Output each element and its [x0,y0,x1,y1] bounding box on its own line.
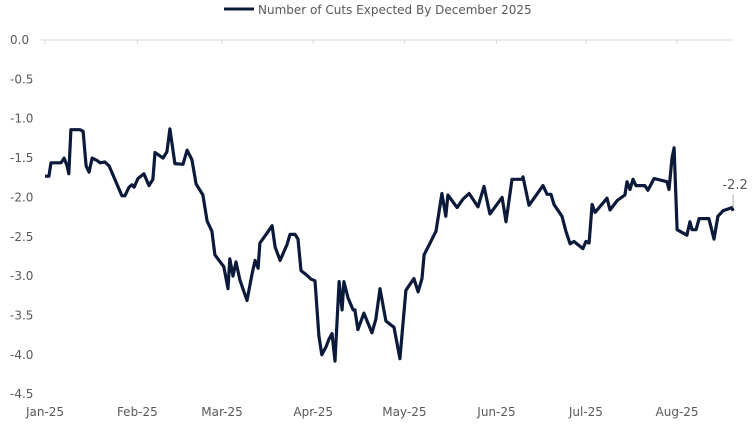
y-tick-label: -4.0 [10,348,33,362]
x-tick-label: Jul-25 [568,405,603,419]
x-tick-label: Jan-25 [25,405,64,419]
legend-label: Number of Cuts Expected By December 2025 [258,3,532,17]
y-tick-label: -0.5 [10,72,33,86]
y-tick-label: -1.0 [10,112,33,126]
y-tick-label: 0.0 [10,33,29,47]
x-tick-label: May-25 [382,405,426,419]
y-tick-label: -3.0 [10,269,33,283]
legend: Number of Cuts Expected By December 2025 [224,3,532,17]
series-line [45,127,735,363]
y-tick-label: -2.5 [10,230,33,244]
x-tick-label: Mar-25 [201,405,242,419]
y-axis: 0.0 -0.5 -1.0 -1.5 -2.0 -2.5 -3.0 -3.5 -4.0 -4.5 [10,33,33,401]
y-tick-label: -2.0 [10,190,33,204]
x-tick-label: Aug-25 [656,405,699,419]
end-value-annotation: -2.2 [722,178,748,208]
x-tick-label: Feb-25 [117,405,158,419]
y-tick-label: -3.5 [10,308,33,322]
y-tick-label: -4.5 [10,387,33,401]
x-tick-label: Apr-25 [293,405,333,419]
y-tick-label: -1.5 [10,151,33,165]
annotation-label: -2.2 [722,178,747,193]
x-axis: Jan-25 Feb-25 Mar-25 Apr-25 May-25 Jun-25 Jul-… [25,39,733,419]
x-tick-label: Jun-25 [476,405,515,419]
